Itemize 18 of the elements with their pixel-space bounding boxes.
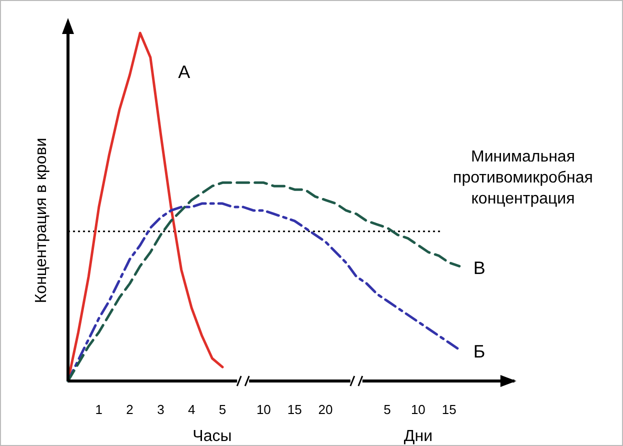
series-label: А: [178, 62, 190, 82]
x-tick-label: 10: [256, 402, 271, 417]
x-tick-label: 1: [95, 402, 103, 417]
x-tick-label: 20: [318, 402, 333, 417]
x-tick-label: 15: [442, 402, 456, 417]
text: Дни: [404, 428, 433, 445]
series-label: Б: [473, 342, 486, 362]
text: Часы: [192, 428, 232, 445]
x-tick-label: 2: [126, 402, 134, 417]
x-tick-label: 5: [384, 402, 391, 417]
x-tick-label: 15: [287, 402, 302, 417]
x-tick-label: 10: [410, 402, 426, 417]
y-axis-title: Концентрация в крови: [33, 138, 50, 304]
ref-line-label: Минимальная противомикробная концентрация: [453, 148, 593, 208]
x-tick-label: 3: [157, 402, 164, 417]
x-tick-label: 5: [218, 402, 226, 417]
x-tick-label: 4: [188, 402, 196, 417]
series-label: В: [473, 258, 486, 278]
